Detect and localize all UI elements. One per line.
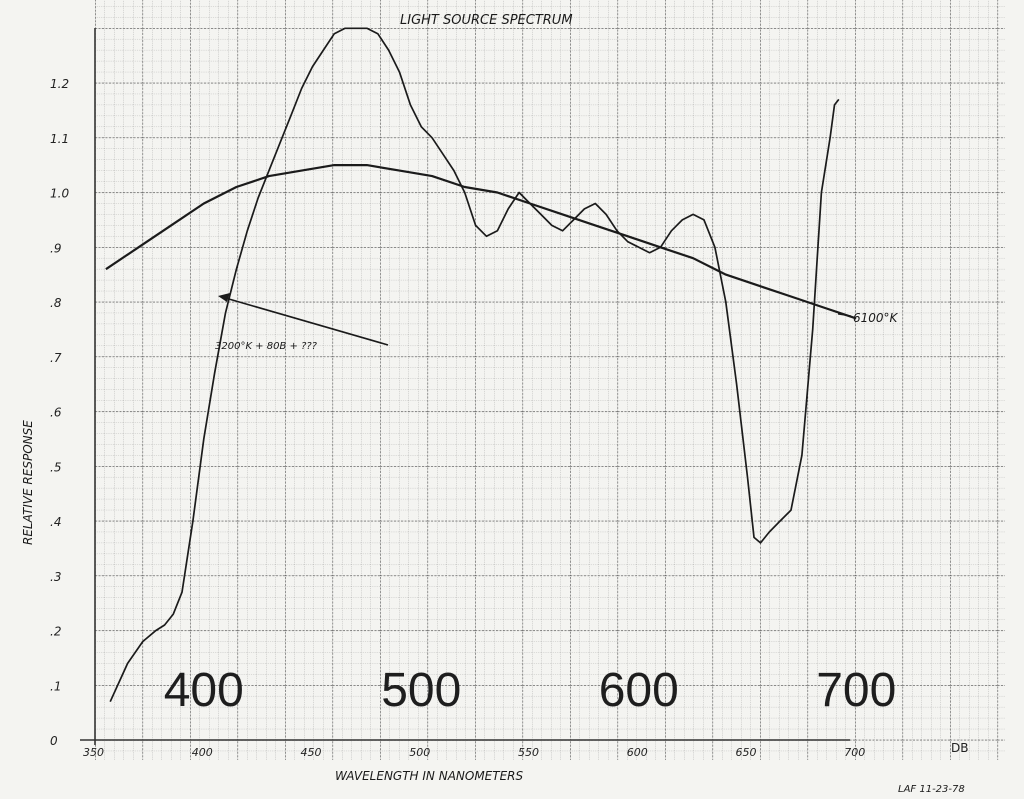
series-label-6100k: 6100°K bbox=[853, 311, 899, 325]
y-tick-label: 1.1 bbox=[50, 132, 69, 146]
y-tick-label: 1.2 bbox=[50, 77, 69, 91]
y-tick-label: 1.0 bbox=[50, 187, 69, 201]
annotation-arrow-head bbox=[218, 293, 230, 302]
x-tick-label: 350 bbox=[83, 746, 104, 759]
corner-label: DB bbox=[951, 741, 968, 755]
y-tick-label: .1 bbox=[50, 679, 61, 693]
y-tick-label: 0 bbox=[50, 734, 58, 748]
signature: LAF 11-23-78 bbox=[898, 784, 965, 795]
y-tick-label: .7 bbox=[50, 351, 62, 365]
x-tick-label: 450 bbox=[301, 746, 322, 759]
x-tick-label: 550 bbox=[518, 746, 539, 759]
series-layer bbox=[105, 27, 857, 703]
label-leader-6100k bbox=[837, 313, 852, 317]
x-tick-label: 650 bbox=[736, 746, 757, 759]
overlay-label: 400 bbox=[164, 664, 244, 717]
y-tick-label: .2 bbox=[50, 625, 61, 639]
chart-title: LIGHT SOURCE SPECTRUM bbox=[400, 13, 573, 28]
major-grid bbox=[95, 0, 1005, 760]
y-tick-label: .3 bbox=[50, 570, 61, 584]
x-tick-label: 500 bbox=[409, 746, 430, 759]
overlay-label: 700 bbox=[816, 664, 896, 717]
y-axis-label: RELATIVE RESPONSE bbox=[21, 420, 35, 545]
y-tick-label: .4 bbox=[50, 515, 61, 529]
overlay-label: 600 bbox=[599, 664, 679, 717]
y-tick-labels: 0 .1 .2 .3 .4 .5 .6 .7 .8 .9 1.0 1.1 1.2 bbox=[50, 77, 69, 748]
y-tick-label: .9 bbox=[50, 241, 61, 255]
series-line-1 bbox=[109, 27, 840, 703]
x-tick-label: 700 bbox=[844, 746, 865, 759]
series-label-3200k: 3200°K + 80B + ??? bbox=[215, 341, 318, 352]
x-tick-label: 400 bbox=[192, 746, 213, 759]
annotation-arrow-shaft bbox=[221, 296, 389, 346]
x-axis-label: WAVELENGTH IN NANOMETERS bbox=[335, 769, 524, 783]
y-tick-label: .8 bbox=[50, 296, 62, 310]
series-line-2 bbox=[105, 164, 857, 320]
x-tick-labels: 350 400 450 500 550 600 650 700 bbox=[83, 746, 865, 759]
x-tick-label: 600 bbox=[627, 746, 648, 759]
y-tick-label: .5 bbox=[50, 460, 61, 474]
overlay-label: 500 bbox=[381, 664, 461, 717]
overlay-labels: 400 500 600 700 bbox=[164, 664, 897, 717]
y-tick-label: .6 bbox=[50, 406, 62, 420]
